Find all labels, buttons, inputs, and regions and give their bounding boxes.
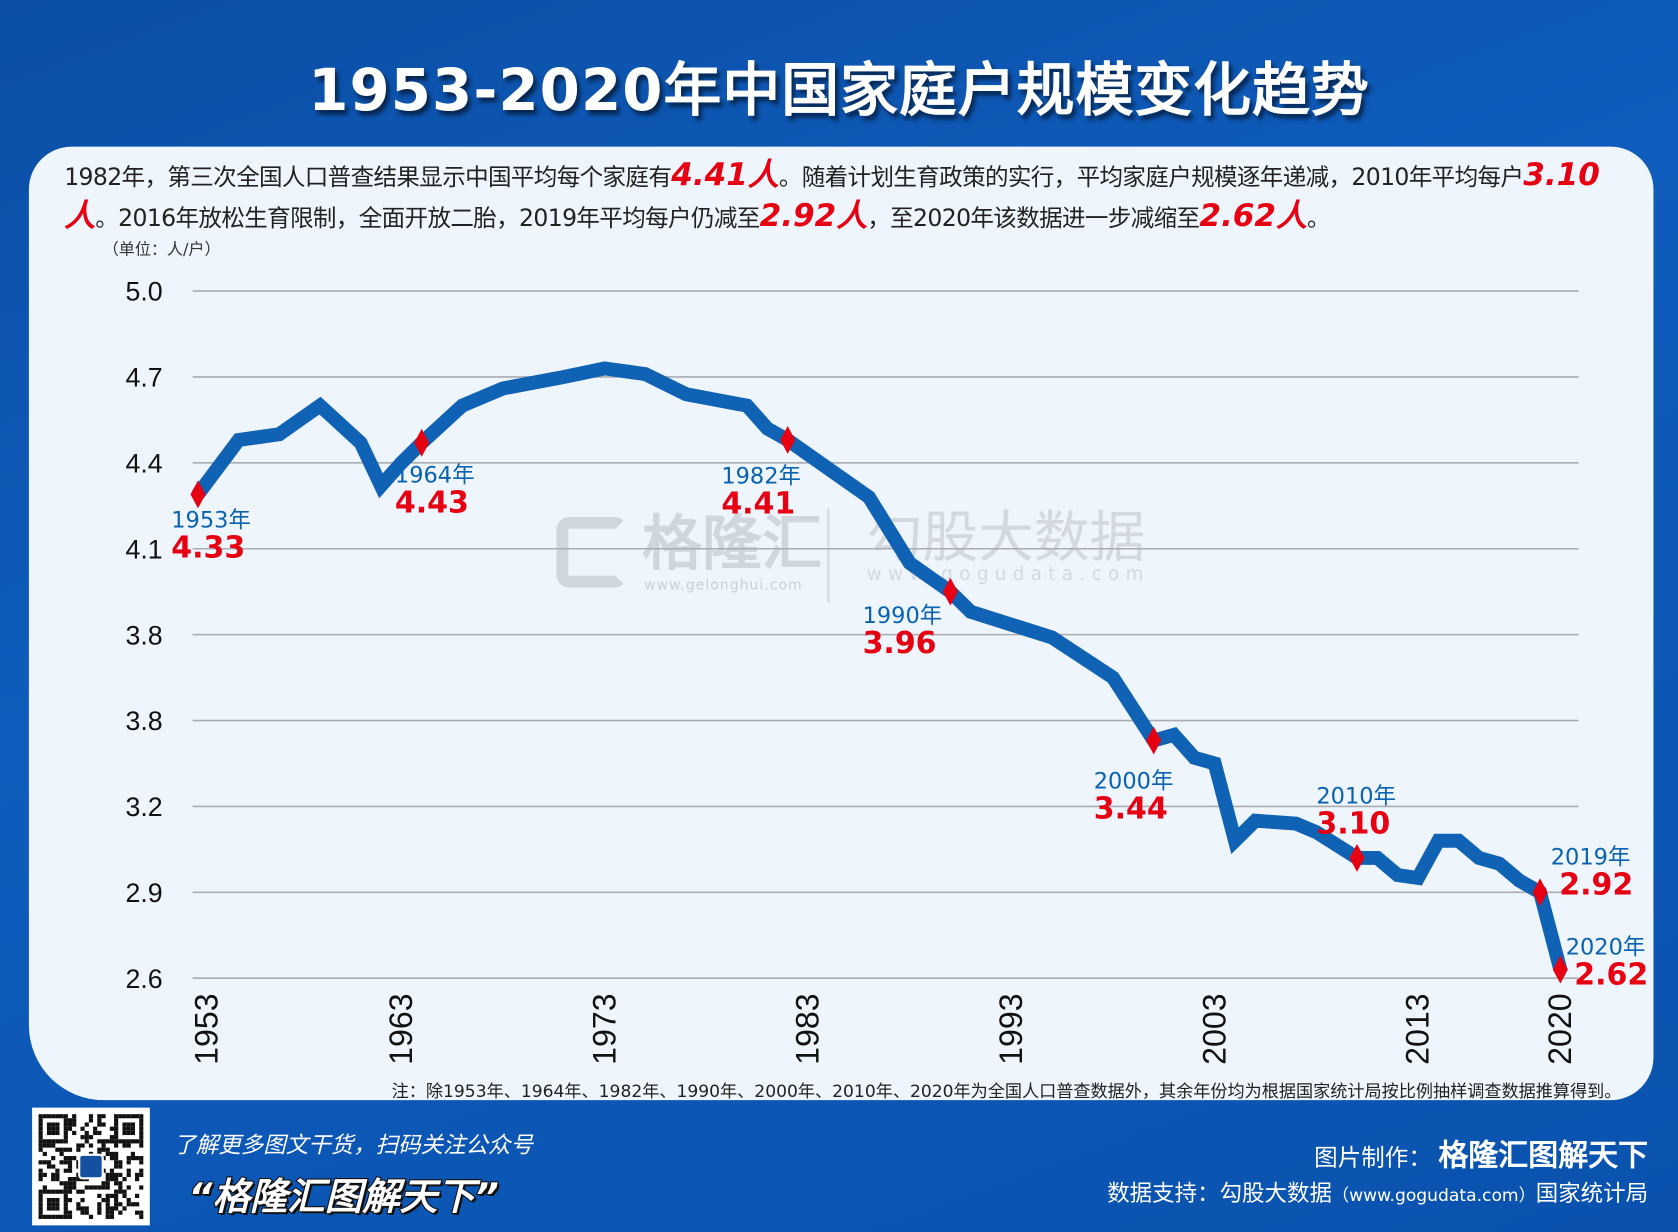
data-point-marker [1532,878,1548,907]
data-support: 数据支持：勾股大数据（www.gogudata.com）国家统计局 [1107,1176,1648,1208]
data-label-year: 2020年 [1565,934,1646,960]
y-tick-label: 3.8 [125,620,162,650]
data-label-value: 2.92 [1559,866,1634,902]
data-label: 2019年 2.92 [1551,844,1634,900]
data-label-value: 4.43 [394,484,469,520]
watermark-divider [827,508,830,603]
x-tick-label: 1963 [383,993,419,1064]
brand-watermark: 格隆汇 www.gelonghui.com [642,509,822,594]
data-label: 1953年 4.33 [171,507,251,563]
made-by-label: 图片制作： [1314,1145,1432,1172]
panel-header: 1982年，第三次全国人口普查结果显示中国平均每个家庭有4.41人。随着计划生育… [64,156,1650,259]
data-point-marker [1349,844,1365,872]
data-label-value: 4.41 [721,485,796,522]
data-label-year: 1982年 [721,463,801,490]
data-label: 2000年 3.44 [1094,768,1174,824]
made-by: 图片制作： 格隆汇图解天下 [1314,1132,1648,1175]
desc-text: 1982年，第三次全国人口普查结果显示中国平均每个家庭有 [64,164,672,192]
x-tick-label: 2020 [1542,993,1578,1064]
follow-text: 了解更多图文干货，扫码关注公众号 [173,1132,533,1158]
qr-code-icon [38,1114,144,1219]
unit-label: （单位：人/户） [102,239,221,259]
data-label-year: 1953年 [171,507,251,533]
y-tick-label: 4.4 [125,448,162,478]
y-tick-label: 2.6 [125,964,162,994]
description: 1982年，第三次全国人口普查结果显示中国平均每个家庭有4.41人。随着计划生育… [64,156,1650,237]
data-label: 1990年 3.96 [863,602,943,658]
data-support-label: 数据支持： [1107,1180,1220,1207]
y-tick-label: 2.9 [125,878,162,908]
data-point-marker [1552,955,1568,984]
x-tick-label: 2013 [1400,993,1436,1064]
data-label-value: 3.10 [1316,805,1391,841]
data-label: 2010年 3.10 [1316,783,1396,839]
qr-code[interactable] [32,1107,150,1226]
desc-highlight: 2.62人 [1199,196,1308,234]
data-label-year: 1990年 [862,602,943,629]
data-point-marker [942,577,958,606]
desc-text: ，至2020年该数据进一步减缩至 [867,205,1200,233]
data-label: 2020年 2.62 [1566,934,1649,990]
desc-highlight: 2.92人 [759,196,868,234]
y-tick-label: 4.1 [125,534,162,564]
gelonghui-logo-watermark-icon [556,516,628,588]
x-tick-label: 2003 [1196,993,1232,1064]
page-title: 1953-2020年中国家庭户规模变化趋势 [308,56,1370,125]
desc-text: 。2016年放松生育限制，全面开放二胎，2019年平均每户仍减至 [95,205,760,233]
y-tick-label: 3.2 [125,792,162,822]
data-label-year: 2000年 [1093,768,1174,795]
data-label-value: 2.62 [1574,956,1649,993]
x-tick-label: 1993 [993,993,1029,1064]
desc-highlight: 3.10人 [64,156,1600,234]
made-by-brand: 格隆汇图解天下 [1438,1137,1649,1173]
series-line [192,361,1568,972]
footnote: 注：除1953年、1964年、1982年、1990年、2000年、2010年、2… [391,1080,1622,1102]
desc-text: 。随着计划生育政策的实行，平均家庭户规模逐年递减，2010年平均每户 [778,164,1524,192]
brand-watermark-url: www.gelonghui.com [644,577,803,594]
x-tick-label: 1973 [586,993,622,1064]
data-label-year: 1964年 [394,462,475,488]
y-tick-label: 5.0 [125,277,162,307]
x-tick-label: 1983 [790,993,826,1064]
data-label-value: 3.96 [862,624,937,661]
data-support-source-2: 国家统计局 [1535,1180,1649,1207]
data-label: 1964年 4.43 [395,462,475,518]
account-name: “格隆汇图解天下” [187,1175,500,1220]
data-label-year: 2019年 [1550,844,1631,870]
chart-panel [28,146,1654,1101]
data-label-value: 4.33 [171,529,246,565]
desc-text: 。 [1307,205,1331,233]
data-support-url: （www.gogudata.com） [1331,1184,1536,1206]
data-label-value: 3.44 [1093,790,1168,827]
desc-highlight: 4.41人 [671,156,779,193]
data-point-marker [414,428,430,457]
y-tick-label: 3.8 [125,706,162,736]
data-label-year: 2010年 [1316,783,1397,809]
data-support-source: 勾股大数据 [1219,1180,1332,1207]
data-label: 1982年 4.41 [721,463,801,519]
brand-watermark-text: 格隆汇 [642,509,822,579]
y-tick-label: 4.7 [125,363,162,393]
x-tick-label: 1953 [188,993,224,1064]
